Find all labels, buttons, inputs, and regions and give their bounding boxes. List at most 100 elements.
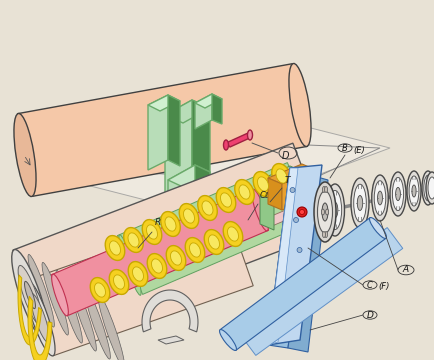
Polygon shape xyxy=(195,165,210,212)
Ellipse shape xyxy=(95,283,105,297)
Ellipse shape xyxy=(422,171,434,205)
Ellipse shape xyxy=(147,225,158,239)
Polygon shape xyxy=(27,210,253,356)
Text: T: T xyxy=(285,176,290,185)
Text: C: C xyxy=(367,280,373,289)
Ellipse shape xyxy=(326,184,345,236)
Polygon shape xyxy=(268,164,316,184)
Ellipse shape xyxy=(412,185,416,197)
Ellipse shape xyxy=(165,217,176,231)
Polygon shape xyxy=(260,180,274,230)
Ellipse shape xyxy=(257,177,269,191)
Ellipse shape xyxy=(42,262,69,335)
Polygon shape xyxy=(13,143,327,340)
Polygon shape xyxy=(268,165,322,345)
Polygon shape xyxy=(148,95,168,170)
Ellipse shape xyxy=(114,275,125,289)
Polygon shape xyxy=(288,175,328,352)
Polygon shape xyxy=(212,94,222,124)
Ellipse shape xyxy=(325,231,328,238)
Ellipse shape xyxy=(109,270,129,294)
Ellipse shape xyxy=(357,195,363,211)
Ellipse shape xyxy=(24,282,36,309)
Ellipse shape xyxy=(293,217,299,222)
Polygon shape xyxy=(148,95,180,111)
Ellipse shape xyxy=(390,172,406,216)
Ellipse shape xyxy=(190,243,201,257)
Ellipse shape xyxy=(14,113,36,197)
Ellipse shape xyxy=(351,178,369,228)
Ellipse shape xyxy=(28,255,54,327)
Ellipse shape xyxy=(396,188,401,201)
Ellipse shape xyxy=(322,231,326,238)
Ellipse shape xyxy=(304,307,309,312)
Polygon shape xyxy=(117,163,312,294)
Ellipse shape xyxy=(409,176,419,206)
Ellipse shape xyxy=(369,217,386,238)
Ellipse shape xyxy=(322,209,324,215)
Ellipse shape xyxy=(289,63,311,147)
Ellipse shape xyxy=(392,177,404,211)
Ellipse shape xyxy=(70,278,96,351)
Ellipse shape xyxy=(272,163,291,188)
Ellipse shape xyxy=(179,203,199,229)
Ellipse shape xyxy=(105,235,125,260)
Ellipse shape xyxy=(12,249,48,341)
Polygon shape xyxy=(220,217,386,350)
Polygon shape xyxy=(192,100,210,188)
Ellipse shape xyxy=(297,207,307,217)
Ellipse shape xyxy=(372,175,388,221)
Text: D: D xyxy=(281,151,289,161)
Ellipse shape xyxy=(98,294,125,360)
Polygon shape xyxy=(165,100,210,123)
Ellipse shape xyxy=(204,230,224,255)
Text: (E): (E) xyxy=(353,145,365,154)
Ellipse shape xyxy=(426,183,430,193)
Polygon shape xyxy=(28,296,52,360)
Polygon shape xyxy=(195,94,222,108)
Polygon shape xyxy=(260,166,304,186)
Polygon shape xyxy=(158,336,184,344)
Text: Cℓ: Cℓ xyxy=(260,191,270,200)
Ellipse shape xyxy=(119,235,141,295)
Ellipse shape xyxy=(84,287,110,359)
Ellipse shape xyxy=(235,180,254,204)
Ellipse shape xyxy=(428,177,434,199)
Ellipse shape xyxy=(56,270,82,343)
Ellipse shape xyxy=(297,248,302,252)
Ellipse shape xyxy=(170,218,186,226)
Ellipse shape xyxy=(252,189,268,231)
Ellipse shape xyxy=(290,188,295,193)
Polygon shape xyxy=(226,133,252,147)
Polygon shape xyxy=(262,204,310,226)
Polygon shape xyxy=(268,168,298,345)
Ellipse shape xyxy=(426,172,434,204)
Ellipse shape xyxy=(52,274,68,316)
Ellipse shape xyxy=(208,235,220,249)
Polygon shape xyxy=(268,178,282,210)
Ellipse shape xyxy=(354,184,366,222)
Ellipse shape xyxy=(322,186,326,193)
Ellipse shape xyxy=(224,140,228,150)
Text: R: R xyxy=(155,218,161,227)
Ellipse shape xyxy=(326,209,329,215)
Ellipse shape xyxy=(128,262,148,287)
Polygon shape xyxy=(18,275,42,345)
Ellipse shape xyxy=(318,191,332,233)
Ellipse shape xyxy=(30,293,50,343)
Polygon shape xyxy=(165,100,192,195)
Polygon shape xyxy=(195,94,212,129)
Ellipse shape xyxy=(378,191,382,205)
Ellipse shape xyxy=(132,267,144,281)
Polygon shape xyxy=(17,64,308,196)
Ellipse shape xyxy=(299,210,305,215)
Ellipse shape xyxy=(407,171,421,211)
Ellipse shape xyxy=(374,181,386,215)
Ellipse shape xyxy=(202,201,213,215)
Polygon shape xyxy=(240,228,403,355)
Polygon shape xyxy=(168,95,180,166)
Polygon shape xyxy=(142,290,198,332)
Text: B: B xyxy=(342,144,348,153)
Ellipse shape xyxy=(151,259,162,273)
Ellipse shape xyxy=(322,203,328,221)
